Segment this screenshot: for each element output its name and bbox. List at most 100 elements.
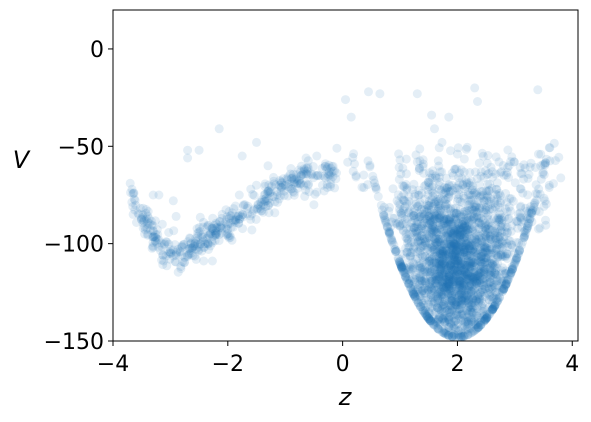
data-point [455,280,465,290]
data-point [191,244,201,254]
data-point [427,227,437,237]
data-point [410,229,420,239]
data-point [454,237,464,247]
data-point [407,273,417,283]
data-point [169,226,179,236]
data-point [488,259,497,269]
data-point [444,330,454,340]
data-point [526,158,536,168]
data-point [261,193,271,203]
data-point [433,194,443,204]
data-point [438,247,448,257]
data-point [437,292,447,301]
data-point [441,272,451,282]
data-point [376,200,386,210]
data-point [482,312,492,322]
data-point [531,163,540,172]
data-point [442,263,452,273]
data-point [428,191,438,201]
data-point [429,214,439,224]
data-point [463,286,473,295]
data-point [286,169,295,179]
data-point [434,259,444,269]
data-point [423,285,433,295]
data-point [456,324,466,334]
data-point [288,187,298,196]
data-point [190,251,200,261]
data-point [536,161,546,171]
data-point [515,246,524,256]
data-point [505,236,515,246]
data-point [539,193,549,203]
data-point [401,272,411,282]
data-point [418,276,428,286]
data-point [465,168,475,177]
data-point [301,185,311,195]
data-point [392,196,402,206]
data-point [387,235,397,245]
data-point [444,323,454,333]
data-point [475,278,484,288]
data-point [436,224,446,234]
data-point [410,274,420,284]
data-point [466,294,476,304]
data-point [481,186,491,196]
data-point [464,196,474,206]
data-point [484,196,494,206]
data-point [365,162,375,172]
data-point [464,244,474,254]
data-point [442,306,452,315]
data-point [380,214,390,224]
data-point [133,208,143,218]
data-point [473,276,483,286]
data-point [419,224,429,234]
data-point [140,222,150,232]
data-point [443,330,453,340]
data-point [424,282,434,292]
data-point [459,253,469,262]
data-point [414,269,424,278]
data-point [464,241,474,251]
data-point [452,253,462,263]
data-point [495,232,505,242]
data-point [331,174,341,184]
data-point [508,243,518,253]
data-point [445,247,455,257]
data-point [319,171,329,181]
data-point [456,225,466,235]
data-point [493,276,503,286]
data-point [440,259,450,269]
data-point [433,196,443,206]
data-point [430,222,440,232]
data-point [409,289,419,299]
data-point [427,263,437,273]
data-point [398,219,407,229]
data-point [191,236,201,246]
data-point [247,225,257,235]
data-point [457,219,467,229]
data-point [450,251,460,261]
data-point [482,170,492,179]
data-point [450,252,459,262]
data-point [499,284,509,294]
data-point [207,238,217,248]
data-point [446,242,456,252]
data-point [519,160,529,170]
data-point [434,269,444,278]
data-point [460,233,470,243]
data-point [461,268,471,278]
data-point [406,283,416,293]
data-point [289,175,299,185]
data-point [414,245,424,255]
data-point [257,197,266,207]
data-point [463,225,473,234]
data-point [489,293,499,303]
data-point [475,295,485,305]
data-point [523,221,533,231]
data-point [292,174,302,184]
data-point [460,229,470,239]
data-point [478,299,488,309]
data-point [450,232,460,242]
data-point [515,245,525,255]
data-point [470,187,480,197]
